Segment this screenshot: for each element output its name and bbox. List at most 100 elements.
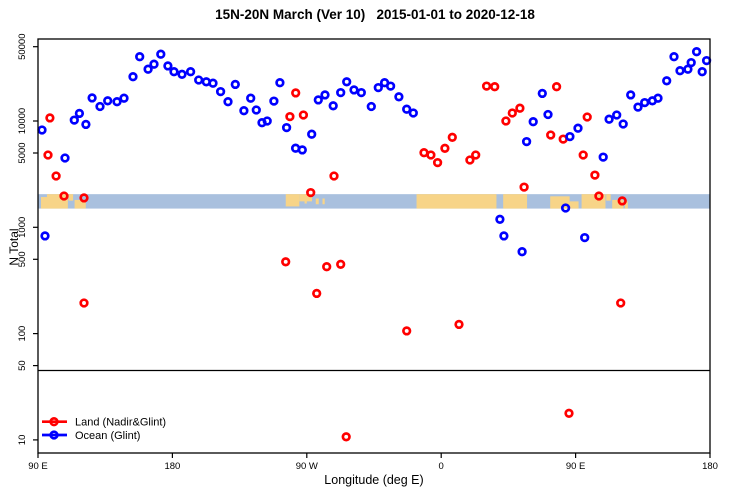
data-point bbox=[328, 101, 338, 111]
data-point bbox=[246, 93, 256, 103]
data-point bbox=[230, 79, 240, 90]
legend: Land (Nadir&Glint)Ocean (Glint) bbox=[42, 417, 166, 442]
data-point bbox=[223, 97, 233, 107]
data-point bbox=[95, 101, 105, 112]
map-strip-land bbox=[299, 194, 313, 202]
x-axis: 90 E 180 90 W 0 90 E 180 bbox=[28, 453, 718, 472]
data-point bbox=[653, 93, 663, 103]
data-point bbox=[215, 86, 226, 97]
data-point bbox=[626, 90, 636, 100]
data-point bbox=[573, 123, 583, 133]
data-point bbox=[119, 93, 129, 103]
data-point bbox=[546, 130, 556, 140]
data-point bbox=[349, 85, 359, 95]
legend-label: Ocean (Glint) bbox=[75, 430, 140, 442]
legend-marker bbox=[49, 430, 59, 440]
data-point bbox=[543, 109, 553, 120]
data-point bbox=[356, 87, 366, 98]
y-tick-label: 10 bbox=[17, 435, 28, 446]
x-tick-label: 90 E bbox=[566, 461, 586, 472]
data-point bbox=[297, 145, 307, 155]
y-tick-label: 1000 bbox=[17, 217, 28, 238]
data-point bbox=[251, 105, 261, 115]
data-point bbox=[81, 119, 91, 130]
y-tick-label: 10000 bbox=[17, 108, 28, 134]
data-point bbox=[336, 87, 346, 98]
data-point bbox=[208, 78, 218, 88]
data-point bbox=[640, 97, 650, 108]
map-strip-land bbox=[624, 201, 628, 209]
data-point bbox=[366, 101, 376, 112]
data-point bbox=[312, 288, 322, 299]
data-point bbox=[60, 153, 70, 163]
data-point bbox=[662, 76, 672, 86]
data-point bbox=[691, 47, 702, 57]
map-strip-land bbox=[612, 199, 624, 209]
data-point bbox=[87, 93, 97, 103]
chart-title: 15N-20N March (Ver 10) 2015-01-01 to 202… bbox=[215, 7, 535, 22]
data-point bbox=[320, 90, 330, 100]
data-point bbox=[697, 67, 707, 77]
data-point bbox=[633, 102, 643, 112]
data-point bbox=[454, 319, 464, 330]
data-point bbox=[275, 78, 285, 88]
data-point bbox=[156, 49, 166, 59]
data-point bbox=[683, 64, 693, 74]
data-point bbox=[565, 131, 575, 142]
data-point bbox=[515, 103, 525, 113]
data-point bbox=[336, 259, 346, 269]
world-map-strip bbox=[38, 194, 710, 209]
data-point bbox=[580, 232, 590, 243]
map-strip-land bbox=[285, 194, 300, 207]
x-tick-label: 180 bbox=[702, 461, 718, 472]
data-point bbox=[616, 298, 626, 308]
data-point bbox=[551, 82, 562, 92]
data-point bbox=[521, 136, 532, 147]
plot-border bbox=[37, 38, 711, 454]
data-point bbox=[604, 114, 614, 124]
data-point bbox=[598, 152, 608, 162]
data-point bbox=[51, 171, 61, 181]
data-point bbox=[341, 432, 351, 442]
data-point bbox=[291, 88, 301, 98]
data-point bbox=[675, 66, 685, 76]
data-point bbox=[79, 298, 89, 308]
data-point bbox=[519, 182, 529, 192]
map-strip-land bbox=[581, 194, 606, 209]
map-strip-land bbox=[416, 194, 497, 209]
data-point bbox=[149, 59, 159, 69]
data-point bbox=[432, 157, 443, 168]
data-point bbox=[499, 231, 509, 241]
data-point bbox=[79, 193, 89, 203]
y-tick-label: 500 bbox=[17, 251, 28, 267]
y-tick-label: 50000 bbox=[17, 33, 28, 59]
data-point bbox=[612, 110, 622, 120]
data-point bbox=[408, 108, 418, 118]
data-point bbox=[59, 191, 69, 201]
data-point bbox=[686, 57, 696, 68]
x-axis-title: Longitude (deg E) bbox=[324, 473, 424, 487]
data-point bbox=[74, 108, 85, 119]
data-point bbox=[582, 112, 592, 122]
data-point bbox=[537, 88, 547, 99]
legend-marker bbox=[49, 417, 59, 427]
map-strip-land bbox=[68, 194, 74, 201]
data-point bbox=[135, 52, 145, 62]
data-point bbox=[342, 77, 352, 87]
data-point bbox=[501, 116, 511, 126]
map-strip-land bbox=[569, 201, 579, 209]
x-tick-label: 90 W bbox=[296, 461, 318, 472]
data-point bbox=[43, 150, 53, 160]
data-point bbox=[669, 52, 679, 62]
data-point bbox=[507, 108, 517, 118]
data-point bbox=[590, 170, 600, 180]
map-strip-land bbox=[606, 194, 611, 201]
data-point bbox=[262, 116, 272, 126]
data-point bbox=[528, 117, 538, 127]
data-point bbox=[69, 115, 79, 125]
data-point bbox=[481, 81, 492, 91]
data-point bbox=[307, 129, 317, 139]
y-tick-label: 100 bbox=[17, 326, 28, 342]
data-point bbox=[194, 75, 204, 85]
